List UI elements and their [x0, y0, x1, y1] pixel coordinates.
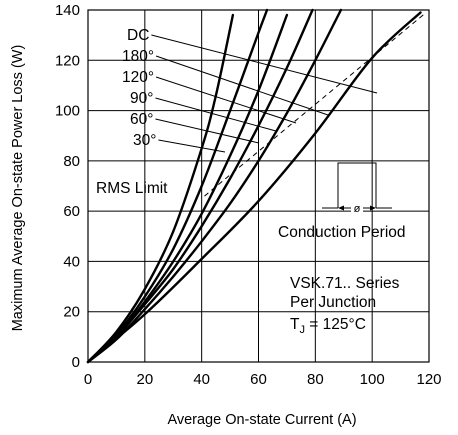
- tick-labels: 0 20 40 60 80 100 120 0 20 40 60 80 100 120 140: [55, 2, 442, 388]
- conduction-pulse: [337, 162, 377, 208]
- conduction-arrow-right-head: [370, 205, 376, 211]
- series-leader-90deg: [155, 97, 277, 132]
- y-tick-label: 40: [63, 253, 80, 270]
- series-line-120deg: [86, 8, 314, 364]
- tj-subscript: J: [299, 324, 305, 336]
- series-leader-dc: [151, 34, 378, 94]
- x-tick-label: 120: [416, 371, 441, 388]
- junction-temperature-label: TJ = 125°C: [290, 316, 366, 336]
- x-tick-label: 60: [250, 371, 267, 388]
- series-line-dc: [86, 11, 422, 364]
- x-tick-label: 100: [360, 371, 385, 388]
- series-line-180deg: [86, 8, 343, 364]
- series-label-180deg: 180°: [122, 48, 154, 65]
- x-tick-label: 20: [136, 371, 153, 388]
- conduction-period-label: Conduction Period: [278, 224, 406, 241]
- y-tick-label: 0: [72, 354, 80, 371]
- series-label-90deg: 90°: [130, 90, 153, 107]
- tj-prefix: T: [290, 316, 300, 333]
- y-axis-title: Maximum Average On-state Power Loss (W): [10, 45, 26, 332]
- series-label-120deg: 120°: [122, 69, 154, 86]
- series-label-dc: DC: [127, 27, 149, 44]
- y-tick-label: 60: [63, 203, 80, 220]
- series-label-60deg: 60°: [130, 111, 153, 128]
- series-labels: 30° 60° 90° 120° 180° DC: [122, 27, 156, 149]
- device-info: VSK.71.. Series Per Junction TJ = 125°C: [290, 275, 400, 336]
- series-label-30deg: 30°: [133, 132, 156, 149]
- phase-symbol-bg: [351, 202, 363, 214]
- rms-limit-dashed: [204, 12, 427, 197]
- series-leader-30deg: [158, 139, 226, 153]
- y-tick-label: 140: [55, 2, 80, 19]
- y-tick-label: 80: [63, 153, 80, 170]
- series-line-60deg: [86, 8, 269, 364]
- junction-label: Per Junction: [290, 294, 376, 311]
- x-tick-label: 80: [307, 371, 324, 388]
- series-lines: [86, 8, 422, 364]
- y-tick-label: 100: [55, 103, 80, 120]
- plot-frame: [87, 9, 430, 363]
- conduction-arrow-left-head: [338, 205, 344, 211]
- x-tick-label: 0: [84, 371, 92, 388]
- series-leader-180deg: [155, 55, 329, 116]
- rms-limit-label: RMS Limit: [96, 180, 168, 197]
- phase-symbol: ø: [354, 203, 361, 215]
- y-tick-label: 120: [55, 52, 80, 69]
- y-tick-label: 20: [63, 304, 80, 321]
- tj-value: = 125°C: [305, 316, 366, 333]
- rms-limit-line: [204, 12, 427, 197]
- series-leader-120deg: [155, 76, 297, 124]
- conduction-period-inset: ø Conduction Period: [278, 162, 406, 241]
- x-axis-title: Average On-state Current (A): [167, 412, 356, 428]
- series-leader-60deg: [155, 118, 260, 144]
- x-tick-label: 40: [193, 371, 210, 388]
- series-line-30deg: [86, 13, 235, 364]
- series-leaders: [151, 34, 378, 153]
- device-series-label: VSK.71.. Series: [290, 275, 400, 292]
